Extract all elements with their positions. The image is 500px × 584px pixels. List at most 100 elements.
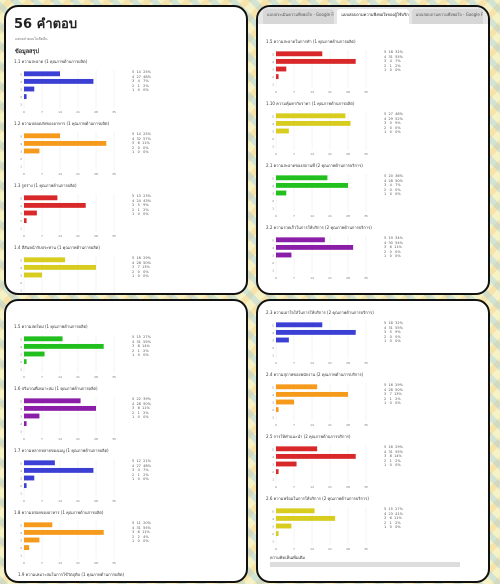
x-tick-label: 7 xyxy=(41,172,43,176)
x-tick-label: 7 xyxy=(293,276,295,280)
count-row: 3 6 11% xyxy=(132,141,150,145)
count-row: 3 7 13% xyxy=(384,392,402,396)
x-tick-label: 14 xyxy=(58,172,62,176)
x-tick-label: 35 xyxy=(112,561,116,565)
x-tick-label: 21 xyxy=(328,214,332,218)
y-tick-label: 4 xyxy=(20,266,22,270)
window-top-left: 56 คำตอบ แสดงคำตอบในชีตอื่น ข้อมูลสรุป 1… xyxy=(4,5,248,295)
x-tick-label: 21 xyxy=(328,361,332,365)
x-tick-label: 35 xyxy=(364,276,368,280)
y-tick-label: 5 xyxy=(20,523,22,527)
y-tick-label: 3 xyxy=(20,477,22,481)
count-row: 2 1 2% xyxy=(132,472,149,477)
y-tick-label: 2 xyxy=(20,484,22,488)
browser-tab[interactable]: แบบประเมินความพึงพอใจ - Google Forms xyxy=(263,9,335,24)
bar xyxy=(276,453,356,459)
response-counts: 5 15 27% 4 23 41% 3 6 11% 2 1 2% 1 0 0% xyxy=(384,507,403,530)
bar xyxy=(24,86,35,92)
browser-tab-bar: แบบประเมินความพึงพอใจ - Google Forms แบบ… xyxy=(258,7,488,24)
question-title: 1.5 ความสดใหม่ (1 คุณภาพด้านการผลิต) xyxy=(14,324,88,329)
question-card: 1.2 ความปลอดภัยของอาหาร (1 คุณภาพด้านการ… xyxy=(14,120,246,182)
bar xyxy=(24,257,66,263)
y-tick-label: 3 xyxy=(272,463,274,467)
question-title: 1.3 รูปร่าง (1 คุณภาพด้านการผลิต) xyxy=(14,183,77,188)
y-tick-label: 1 xyxy=(272,354,274,358)
x-tick-label: 14 xyxy=(310,214,314,218)
response-counts: 5 16 29% 4 28 50% 3 7 13% 2 1 2% 1 0 0% xyxy=(384,383,403,406)
question-list-2: 1.5 ความสะอาดในการทำ (1 คุณภาพด้านการผลิ… xyxy=(258,38,488,286)
y-tick-label: 5 xyxy=(272,52,274,56)
question-title: 2.1 ความสะอาดของสถานที่ (2 คุณภาพด้านการ… xyxy=(266,163,363,168)
y-tick-label: 2 xyxy=(20,281,22,285)
count-row: 2 1 2% xyxy=(132,348,149,353)
count-row: 5 15 27% xyxy=(132,335,151,339)
x-tick-label: 7 xyxy=(293,485,295,489)
x-tick-label: 21 xyxy=(328,423,332,427)
y-tick-label: 2 xyxy=(20,219,22,223)
y-tick-label: 1 xyxy=(20,227,22,231)
bar xyxy=(276,252,292,258)
count-row: 4 27 48% xyxy=(132,463,151,468)
browser-tab-active[interactable]: แบบสอบถามความพึงพอใจของผู้ใช้บริการ xyxy=(337,9,409,24)
x-tick-label: 7 xyxy=(293,90,295,94)
x-tick-label: 14 xyxy=(58,110,62,114)
response-counts: 5 27 48% 4 29 52% 3 5 9% 2 0 0% 1 0 0% xyxy=(384,112,403,135)
x-tick-label: 28 xyxy=(94,437,98,441)
count-row: 5 22 39% xyxy=(132,397,151,401)
bar xyxy=(276,74,279,80)
count-row: 3 4 7% xyxy=(384,183,401,187)
x-tick-label: 14 xyxy=(310,547,314,551)
response-count-title: 56 คำตอบ xyxy=(14,17,78,32)
y-tick-label: 1 xyxy=(20,103,22,107)
browser-tab[interactable]: แบบสอบถามความพึงพอใจ - Google Forms xyxy=(411,9,483,24)
count-row: 3 6 11% xyxy=(132,406,150,410)
response-counts: 5 14 25% 4 32 57% 3 6 11% 2 0 0% 1 0 0% xyxy=(132,132,151,155)
question-list-1: 1.1 ความสะอาด (1 คุณภาพด้านการผลิต) 0 7 14 2… xyxy=(6,58,246,293)
x-tick-label: 35 xyxy=(364,547,368,551)
y-tick-label: 5 xyxy=(20,196,22,200)
x-tick-label: 28 xyxy=(346,276,350,280)
x-tick-label: 35 xyxy=(364,90,368,94)
bar xyxy=(24,343,104,349)
question-card: 1.4 สีสันหน้ารับประทาน (1 คุณภาพด้านการผ… xyxy=(14,244,246,293)
bar xyxy=(24,148,40,154)
count-row: 5 16 29% xyxy=(384,383,403,387)
response-counts: 5 11 20% 4 31 55% 3 6 11% 2 2 4% 1 0 0% xyxy=(132,521,151,544)
x-tick-label: 28 xyxy=(94,172,98,176)
count-row: 1 0 0% xyxy=(384,463,401,467)
count-row: 5 18 32% xyxy=(384,321,403,325)
y-tick-label: 4 xyxy=(272,122,274,126)
y-tick-label: 3 xyxy=(272,192,274,196)
count-row: 4 27 48% xyxy=(132,74,151,79)
x-tick-label: 0 xyxy=(23,561,25,565)
bar xyxy=(276,182,348,188)
x-tick-label: 14 xyxy=(58,234,62,238)
y-tick-label: 1 xyxy=(272,207,274,211)
x-tick-label: 35 xyxy=(112,110,116,114)
bar xyxy=(24,78,94,84)
response-counts: 5 18 32% 4 31 55% 3 4 7% 2 1 2% 1 0 0% xyxy=(384,50,403,73)
y-tick-label: 1 xyxy=(20,554,22,558)
x-tick-label: 14 xyxy=(310,90,314,94)
x-tick-label: 35 xyxy=(364,485,368,489)
y-tick-label: 3 xyxy=(272,130,274,134)
bar xyxy=(276,515,336,521)
y-tick-label: 4 xyxy=(20,469,22,473)
x-tick-label: 0 xyxy=(23,172,25,176)
count-row: 1 0 0% xyxy=(384,192,401,196)
count-row: 3 8 14% xyxy=(384,454,402,458)
x-tick-label: 21 xyxy=(328,276,332,280)
count-row: 4 24 43% xyxy=(132,198,151,203)
summary-heading: ข้อมูลสรุป xyxy=(15,49,39,55)
y-tick-label: 1 xyxy=(20,165,22,169)
question-title: 1.1 ความสะอาด (1 คุณภาพด้านการผลิต) xyxy=(14,59,88,64)
x-tick-label: 21 xyxy=(328,90,332,94)
y-tick-label: 2 xyxy=(272,470,274,474)
y-tick-label: 2 xyxy=(272,261,274,265)
question-card: 1.8 ความอร่อยของอาหาร (1 คุณภาพด้านการผล… xyxy=(14,509,246,571)
count-row: 1 0 0% xyxy=(384,525,401,529)
x-tick-label: 21 xyxy=(76,234,80,238)
link-view-sheet[interactable]: แสดงคำตอบในชีตอื่น xyxy=(15,37,48,41)
